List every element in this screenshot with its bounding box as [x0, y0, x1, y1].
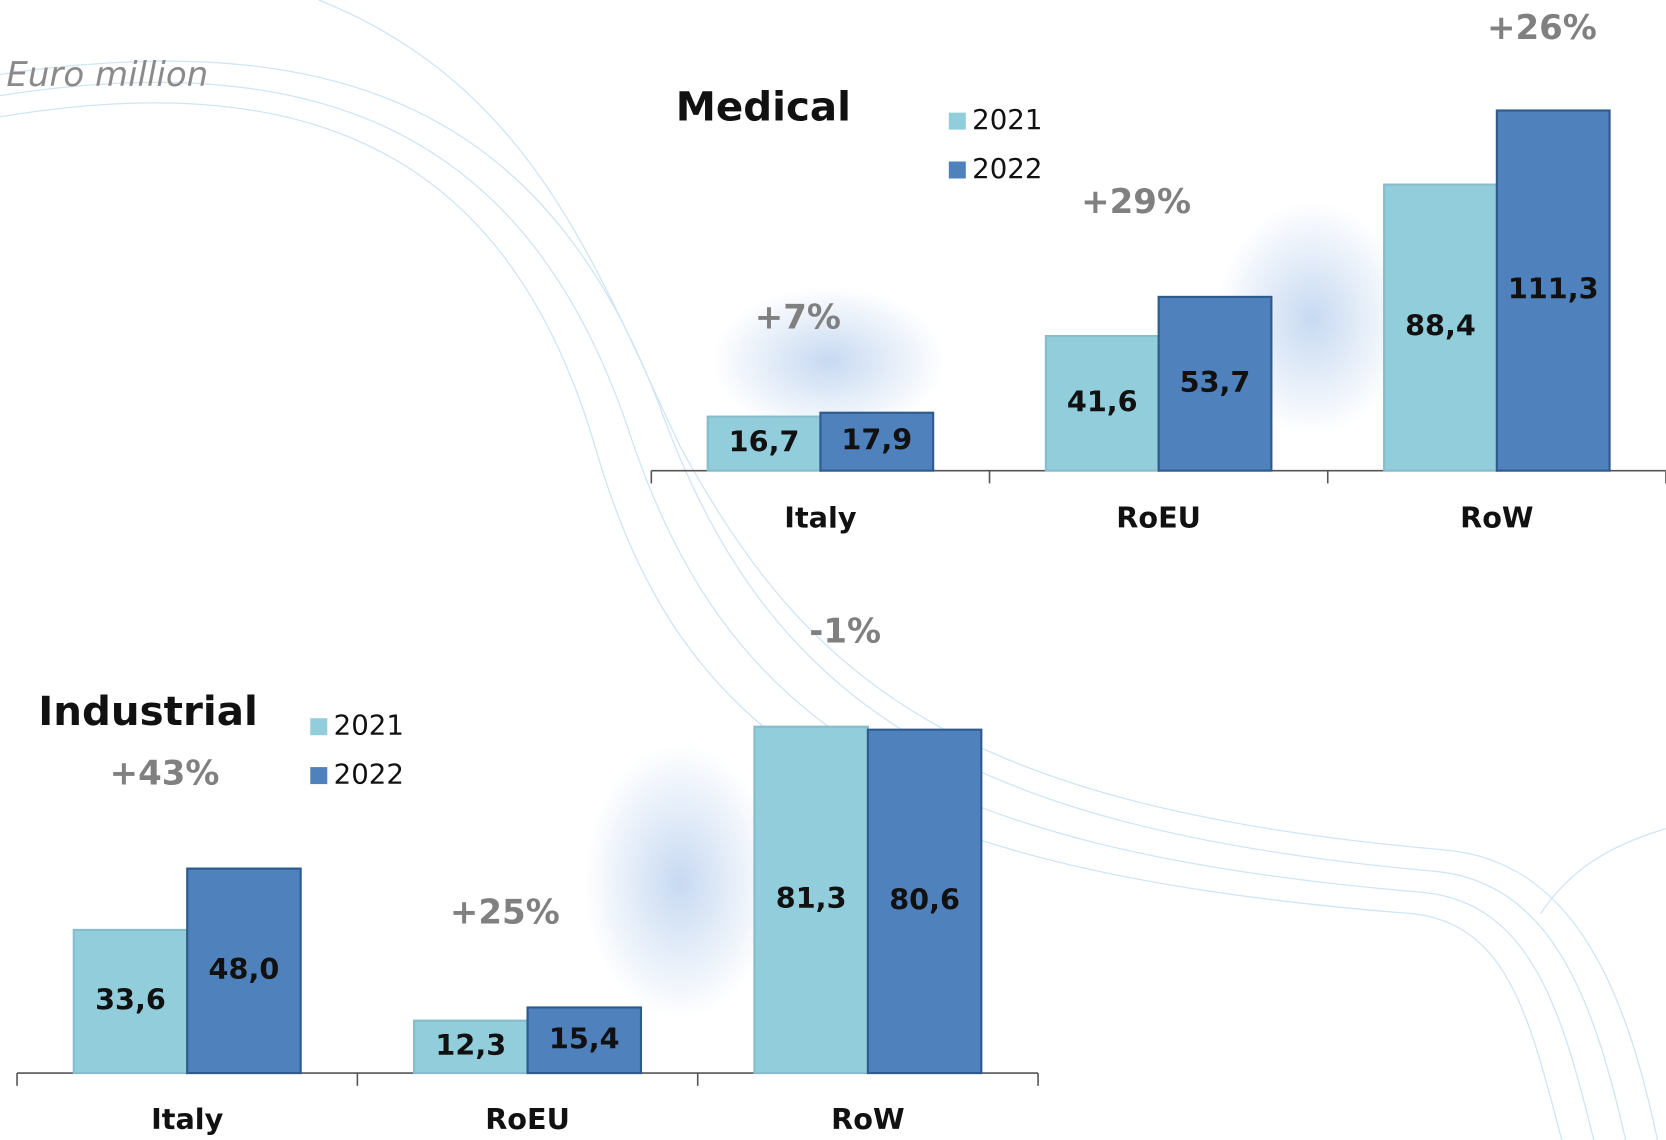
growth-annotation: -1% — [809, 612, 881, 652]
legend-label: 2021 — [334, 709, 404, 742]
value-label: 88,4 — [1405, 309, 1476, 343]
category-label: RoEU — [1116, 501, 1201, 535]
growth-annotation: +7% — [755, 298, 841, 338]
value-label: 80,6 — [889, 882, 960, 916]
value-label: 81,3 — [776, 881, 847, 915]
value-label: 41,6 — [1067, 384, 1138, 418]
chart-title: Medical — [676, 83, 851, 130]
value-label: 53,7 — [1180, 365, 1251, 399]
page: Euro million Medical 2021 2022 16,7 17,9 Ital… — [0, 0, 1666, 1140]
value-label: 33,6 — [95, 982, 166, 1016]
legend-swatch — [949, 113, 966, 130]
value-label: 111,3 — [1508, 272, 1599, 306]
growth-annotation: +29% — [1081, 182, 1191, 222]
growth-annotation: +25% — [450, 892, 560, 932]
growth-annotation: +26% — [1487, 8, 1597, 48]
chart: Euro million Medical 2021 2022 16,7 17,9 Ital… — [0, 0, 1666, 1140]
legend-swatch — [949, 161, 966, 178]
chart-title: Industrial — [38, 688, 258, 735]
value-label: 16,7 — [729, 425, 800, 459]
legend-label: 2022 — [334, 758, 404, 791]
value-label: 17,9 — [841, 423, 912, 457]
category-label: Italy — [151, 1102, 224, 1136]
category-label: RoW — [1460, 501, 1533, 535]
value-label: 48,0 — [209, 952, 280, 986]
value-label: 12,3 — [435, 1028, 506, 1062]
legend-label: 2022 — [972, 152, 1042, 185]
category-label: RoEU — [485, 1102, 570, 1136]
category-label: RoW — [831, 1102, 904, 1136]
value-label: 15,4 — [549, 1021, 620, 1055]
unit-label: Euro million — [6, 55, 208, 95]
legend-label: 2021 — [972, 103, 1042, 136]
legend-swatch — [310, 718, 327, 735]
legend-swatch — [310, 767, 327, 784]
category-label: Italy — [784, 501, 857, 535]
growth-annotation: +43% — [110, 754, 220, 794]
